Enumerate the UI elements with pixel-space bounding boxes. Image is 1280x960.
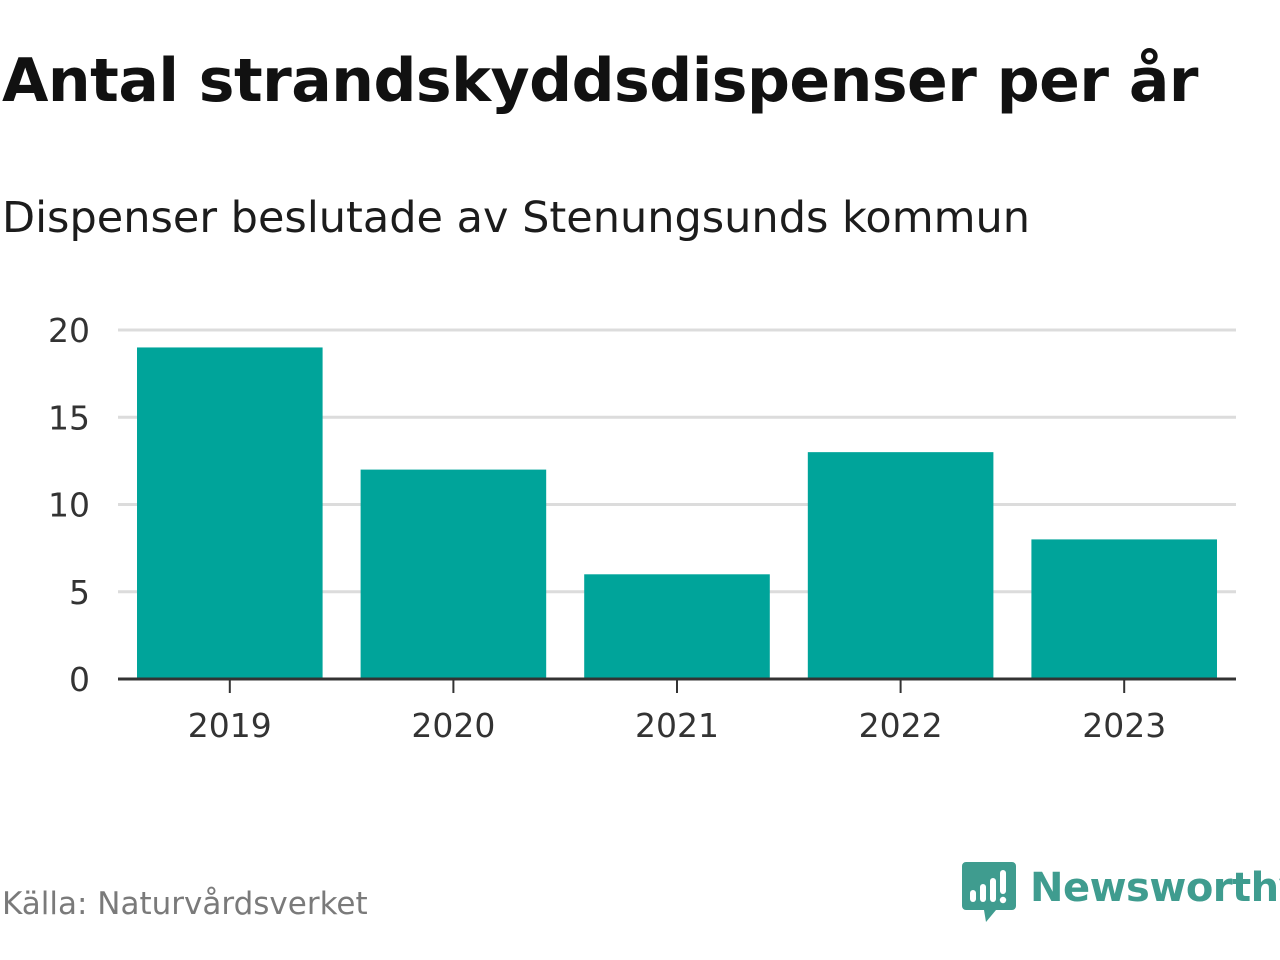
bars (137, 347, 1217, 679)
chart-subtitle: Dispenser beslutade av Stenungsunds komm… (2, 193, 1031, 243)
bar-2022[interactable] (807, 452, 994, 679)
newsworthy-logo[interactable]: Newsworthy (962, 860, 1280, 924)
x-tick-label-2022: 2022 (859, 706, 943, 745)
source-note: Källa: Naturvårdsverket (2, 886, 368, 922)
x-axis-ticks: 2019 2020 2021 2022 2023 (188, 679, 1166, 745)
y-axis-ticks: 0 5 10 15 20 (48, 311, 90, 699)
bar-2019[interactable] (137, 347, 323, 679)
bar-2023[interactable] (1031, 539, 1217, 679)
y-tick-label-15: 15 (48, 398, 90, 437)
newsworthy-logo-icon (962, 862, 1016, 922)
x-tick-label-2019: 2019 (188, 706, 272, 745)
brand-name: Newsworthy (1030, 865, 1280, 911)
y-tick-label-20: 20 (48, 311, 90, 350)
y-tick-label-5: 5 (69, 573, 90, 612)
x-tick-label-2020: 2020 (411, 706, 495, 745)
x-tick-label-2021: 2021 (635, 706, 719, 745)
bar-2021[interactable] (584, 574, 770, 679)
chart-title: Antal strandskyddsdispenser per år (2, 46, 1198, 116)
y-tick-label-0: 0 (69, 660, 90, 699)
y-tick-label-10: 10 (48, 486, 90, 525)
x-tick-label-2023: 2023 (1082, 706, 1166, 745)
bar-2020[interactable] (360, 469, 547, 679)
